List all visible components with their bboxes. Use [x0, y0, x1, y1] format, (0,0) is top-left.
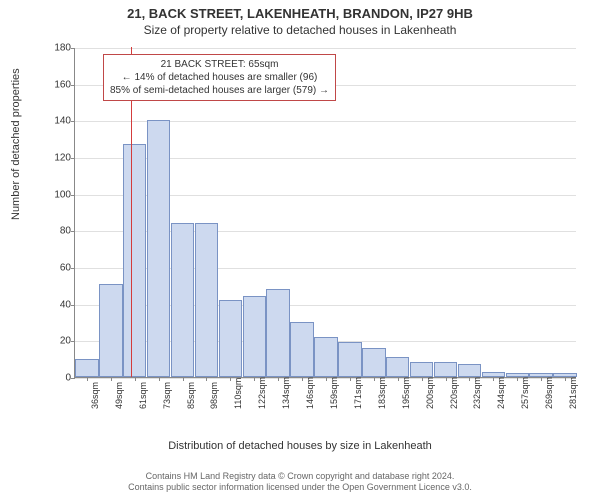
chart-container: 02040608010012014016018036sqm49sqm61sqm7…	[56, 48, 576, 398]
x-tick-mark	[374, 377, 375, 381]
y-tick-mark	[71, 268, 75, 269]
y-tick-mark	[71, 341, 75, 342]
histogram-bar	[386, 357, 409, 377]
x-tick-mark	[183, 377, 184, 381]
x-tick-label: 183sqm	[377, 377, 387, 409]
histogram-bar	[195, 223, 218, 377]
x-tick-label: 171sqm	[353, 377, 363, 409]
y-tick-mark	[71, 121, 75, 122]
marker-info-box: 21 BACK STREET: 65sqm← 14% of detached h…	[103, 54, 336, 101]
y-tick-mark	[71, 378, 75, 379]
histogram-bar	[219, 300, 242, 377]
plot-area: 02040608010012014016018036sqm49sqm61sqm7…	[74, 48, 576, 378]
x-tick-mark	[493, 377, 494, 381]
y-tick-mark	[71, 231, 75, 232]
x-tick-mark	[230, 377, 231, 381]
footer-line-1: Contains HM Land Registry data © Crown c…	[0, 471, 600, 483]
histogram-bar	[243, 296, 266, 377]
footer: Contains HM Land Registry data © Crown c…	[0, 471, 600, 494]
x-tick-mark	[565, 377, 566, 381]
x-tick-label: 269sqm	[544, 377, 554, 409]
histogram-bar	[338, 342, 361, 377]
y-tick-label: 120	[43, 153, 71, 164]
x-tick-label: 220sqm	[449, 377, 459, 409]
histogram-bar	[458, 364, 481, 377]
y-tick-mark	[71, 48, 75, 49]
x-tick-label: 110sqm	[233, 378, 243, 409]
y-tick-label: 20	[43, 336, 71, 347]
gridline	[75, 48, 576, 49]
x-tick-label: 146sqm	[305, 377, 315, 409]
x-tick-label: 61sqm	[138, 382, 148, 409]
info-box-line: 85% of semi-detached houses are larger (…	[110, 84, 329, 97]
x-axis-label: Distribution of detached houses by size …	[0, 440, 600, 452]
y-tick-mark	[71, 195, 75, 196]
y-tick-mark	[71, 85, 75, 86]
y-tick-label: 80	[43, 226, 71, 237]
x-tick-label: 49sqm	[114, 382, 124, 409]
x-tick-label: 134sqm	[281, 377, 291, 409]
histogram-bar	[99, 284, 122, 378]
y-tick-label: 100	[43, 189, 71, 200]
histogram-bar	[171, 223, 194, 377]
histogram-bar	[410, 362, 433, 377]
x-tick-mark	[350, 377, 351, 381]
x-tick-mark	[302, 377, 303, 381]
x-tick-label: 36sqm	[90, 382, 100, 409]
x-tick-mark	[87, 377, 88, 381]
footer-line-2: Contains public sector information licen…	[0, 482, 600, 494]
x-tick-label: 257sqm	[520, 377, 530, 409]
y-tick-label: 160	[43, 79, 71, 90]
y-tick-label: 140	[43, 116, 71, 127]
x-tick-mark	[398, 377, 399, 381]
histogram-bar	[290, 322, 313, 377]
x-tick-label: 244sqm	[496, 377, 506, 409]
page-title: 21, BACK STREET, LAKENHEATH, BRANDON, IP…	[0, 6, 600, 21]
x-tick-label: 159sqm	[329, 377, 339, 409]
info-box-line: 21 BACK STREET: 65sqm	[110, 58, 329, 71]
x-tick-mark	[422, 377, 423, 381]
y-tick-label: 0	[43, 373, 71, 384]
histogram-bar	[75, 359, 98, 377]
x-tick-mark	[541, 377, 542, 381]
x-tick-label: 232sqm	[472, 377, 482, 409]
x-tick-mark	[446, 377, 447, 381]
x-tick-mark	[517, 377, 518, 381]
y-tick-mark	[71, 158, 75, 159]
y-tick-label: 40	[43, 299, 71, 310]
x-tick-label: 200sqm	[425, 377, 435, 409]
info-box-line: ← 14% of detached houses are smaller (96…	[110, 71, 329, 84]
x-tick-mark	[111, 377, 112, 381]
histogram-bar	[434, 362, 457, 377]
x-tick-label: 122sqm	[257, 377, 267, 409]
x-tick-label: 73sqm	[162, 382, 172, 409]
x-tick-mark	[254, 377, 255, 381]
x-tick-mark	[326, 377, 327, 381]
x-tick-label: 195sqm	[401, 377, 411, 409]
y-tick-label: 60	[43, 263, 71, 274]
y-axis-label: Number of detached properties	[10, 68, 22, 220]
x-tick-label: 85sqm	[186, 382, 196, 409]
histogram-bar	[362, 348, 385, 377]
histogram-bar	[147, 120, 170, 377]
x-tick-mark	[469, 377, 470, 381]
y-tick-mark	[71, 305, 75, 306]
x-tick-mark	[278, 377, 279, 381]
y-tick-label: 180	[43, 43, 71, 54]
histogram-bar	[314, 337, 337, 377]
x-tick-mark	[135, 377, 136, 381]
x-tick-mark	[206, 377, 207, 381]
histogram-bar	[266, 289, 289, 377]
x-tick-mark	[159, 377, 160, 381]
x-tick-label: 98sqm	[209, 382, 219, 409]
histogram-bar	[123, 144, 146, 377]
x-tick-label: 281sqm	[568, 377, 578, 409]
page-subtitle: Size of property relative to detached ho…	[0, 23, 600, 37]
